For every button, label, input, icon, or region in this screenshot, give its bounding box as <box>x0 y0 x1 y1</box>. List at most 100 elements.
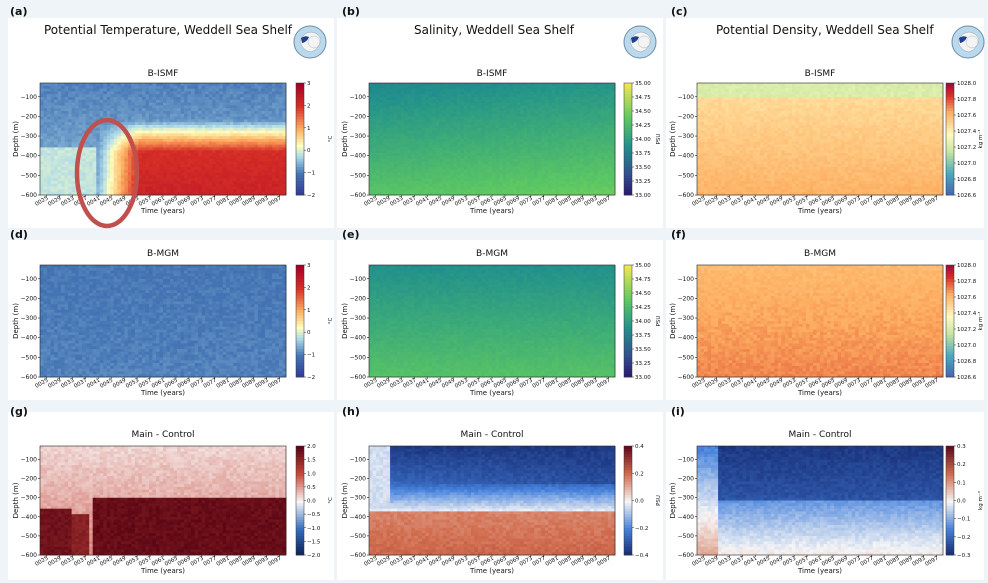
heatmap-cell <box>61 156 65 159</box>
heatmap-cell <box>450 119 454 122</box>
heatmap-cell <box>541 131 545 134</box>
heatmap-cell <box>167 139 171 142</box>
heatmap-cell <box>506 159 510 162</box>
heatmap-cell <box>524 133 528 136</box>
heatmap-cell <box>418 147 422 150</box>
heatmap-cell <box>68 131 72 134</box>
heatmap-cell <box>425 114 429 117</box>
heatmap-cell <box>373 100 377 103</box>
heatmap-cell <box>373 156 377 159</box>
heatmap-cell <box>244 173 248 176</box>
heatmap-cell <box>545 189 549 192</box>
heatmap-cell <box>124 142 128 145</box>
heatmap-cell <box>167 147 171 150</box>
heatmap-cell <box>545 105 549 108</box>
heatmap-cell <box>439 181 443 184</box>
heatmap-cell <box>156 131 160 134</box>
heatmap-cell <box>446 94 450 97</box>
heatmap-cell <box>202 94 206 97</box>
heatmap-cell <box>380 128 384 131</box>
heatmap-cell <box>443 100 447 103</box>
heatmap-cell <box>513 131 517 134</box>
heatmap-cell <box>195 187 199 190</box>
heatmap-cell <box>474 170 478 173</box>
heatmap-cell <box>40 156 44 159</box>
heatmap-cell <box>54 181 58 184</box>
heatmap-cell <box>415 122 419 125</box>
heatmap-cell <box>47 189 51 192</box>
heatmap-cell <box>191 125 195 128</box>
heatmap-cell <box>149 131 153 134</box>
heatmap-cell <box>415 187 419 190</box>
heatmap-cell <box>394 173 398 176</box>
heatmap-cell <box>223 145 227 148</box>
heatmap-cell <box>184 136 188 139</box>
heatmap-cell <box>527 119 531 122</box>
heatmap-cell <box>275 111 279 114</box>
heatmap-cell <box>453 150 457 153</box>
heatmap-cell <box>251 131 255 134</box>
heatmap-cell <box>373 94 377 97</box>
heatmap-cell <box>209 156 213 159</box>
heatmap-cell <box>380 189 384 192</box>
heatmap-cell <box>188 150 192 153</box>
heatmap-cell <box>177 103 181 106</box>
heatmap-cell <box>485 184 489 187</box>
heatmap-cell <box>51 125 55 128</box>
heatmap-cell <box>209 97 213 100</box>
heatmap-cell <box>443 122 447 125</box>
heatmap-cell <box>548 153 552 156</box>
heatmap-cell <box>131 97 135 100</box>
heatmap-cell <box>404 86 408 89</box>
heatmap-cell <box>149 114 153 117</box>
heatmap-cell <box>114 159 118 162</box>
heatmap-cell <box>499 131 503 134</box>
heatmap-cell <box>205 125 209 128</box>
heatmap-cell <box>457 111 461 114</box>
heatmap-cell <box>195 117 199 120</box>
heatmap-cell <box>474 181 478 184</box>
heatmap-cell <box>415 128 419 131</box>
heatmap-cell <box>75 97 79 100</box>
heatmap-cell <box>159 173 163 176</box>
heatmap-cell <box>474 128 478 131</box>
heatmap-cell <box>443 89 447 92</box>
heatmap-cell <box>446 97 450 100</box>
heatmap-cell <box>124 178 128 181</box>
heatmap-cell <box>404 131 408 134</box>
heatmap-cell <box>369 128 373 131</box>
heatmap-cell <box>265 156 269 159</box>
heatmap-cell <box>481 150 485 153</box>
heatmap-cell <box>237 170 241 173</box>
heatmap-cell <box>247 153 251 156</box>
heatmap-cell <box>429 97 433 100</box>
heatmap-cell <box>156 142 160 145</box>
heatmap-cell <box>51 173 55 176</box>
heatmap-cell <box>198 142 202 145</box>
heatmap-cell <box>496 89 500 92</box>
heatmap-cell <box>415 164 419 167</box>
heatmap-cell <box>404 170 408 173</box>
heatmap-cell <box>117 91 121 94</box>
heatmap-cell <box>534 161 538 164</box>
heatmap-cell <box>394 156 398 159</box>
heatmap-cell <box>110 167 114 170</box>
heatmap-cell <box>68 175 72 178</box>
heatmap-cell <box>195 128 199 131</box>
heatmap-cell <box>121 187 125 190</box>
heatmap-cell <box>401 114 405 117</box>
heatmap-cell <box>506 136 510 139</box>
colorbar-segment <box>296 108 304 111</box>
heatmap-cell <box>251 128 255 131</box>
heatmap-cell <box>177 175 181 178</box>
heatmap-cell <box>394 145 398 148</box>
heatmap-cell <box>40 86 44 89</box>
heatmap-cell <box>443 189 447 192</box>
heatmap-cell <box>72 125 76 128</box>
heatmap-cell <box>422 103 426 106</box>
heatmap-cell <box>156 187 160 190</box>
heatmap-cell <box>79 128 83 131</box>
heatmap-cell <box>226 114 230 117</box>
heatmap-cell <box>244 91 248 94</box>
heatmap-cell <box>142 161 146 164</box>
